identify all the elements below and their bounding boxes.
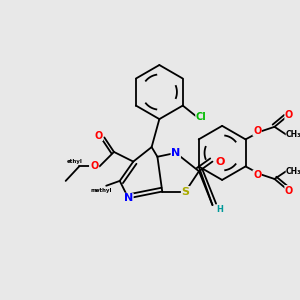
- Text: S: S: [182, 187, 189, 196]
- Text: CH₃: CH₃: [286, 167, 300, 176]
- Text: methyl: methyl: [91, 188, 112, 193]
- Text: CH₃: CH₃: [286, 130, 300, 139]
- Text: O: O: [215, 157, 225, 166]
- Text: O: O: [285, 186, 293, 196]
- Text: H: H: [216, 206, 223, 214]
- Text: O: O: [285, 110, 293, 120]
- Text: ethyl: ethyl: [66, 159, 82, 164]
- Text: O: O: [94, 130, 103, 140]
- Text: O: O: [253, 170, 261, 180]
- Text: Cl: Cl: [196, 112, 206, 122]
- Text: O: O: [253, 126, 261, 136]
- Text: O: O: [90, 161, 98, 171]
- Text: O: O: [91, 161, 99, 171]
- Text: N: N: [171, 148, 180, 158]
- Text: O: O: [94, 130, 103, 140]
- Text: N: N: [124, 193, 133, 203]
